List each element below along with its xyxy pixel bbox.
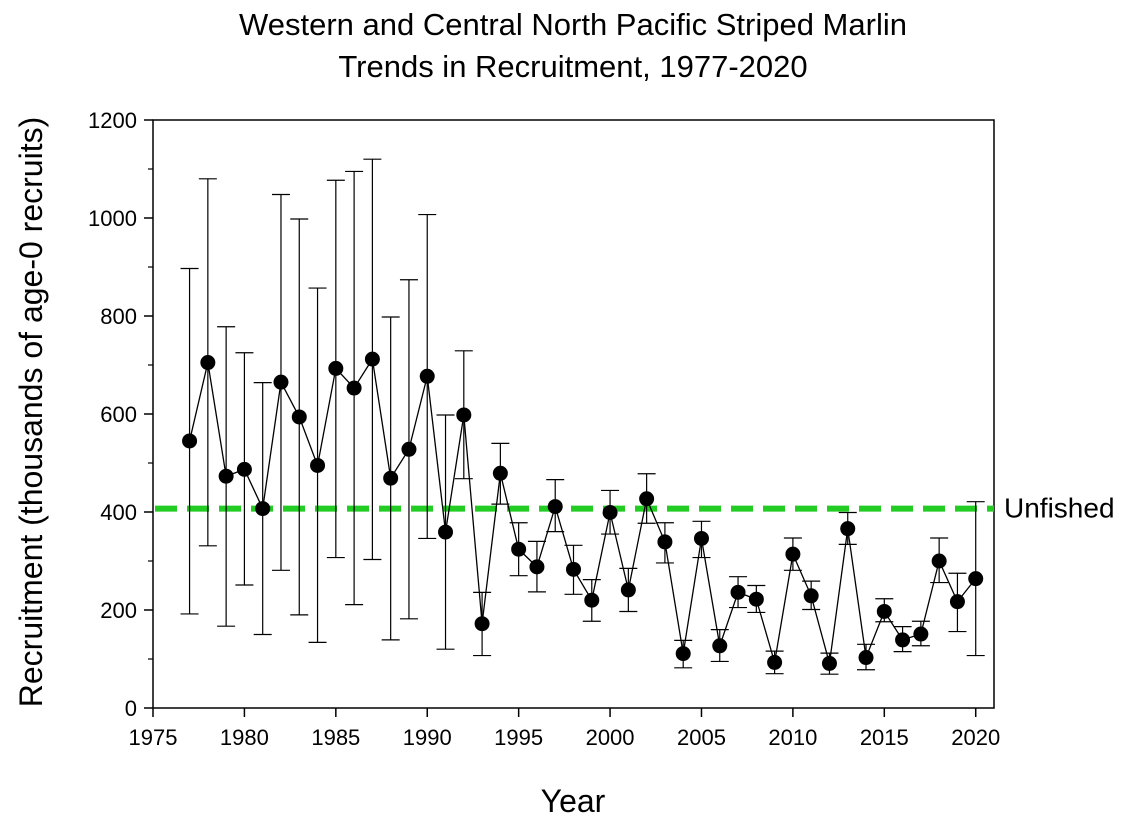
data-point <box>200 355 216 371</box>
data-point <box>657 534 673 550</box>
data-point <box>474 616 490 632</box>
data-point <box>858 650 874 666</box>
data-point <box>748 591 764 607</box>
x-tick-label: 1975 <box>129 725 178 750</box>
x-tick-label: 2005 <box>677 725 726 750</box>
data-point <box>419 368 435 384</box>
chart-title-line2: Trends in Recruitment, 1977-2020 <box>338 49 807 84</box>
x-axis-label: Year <box>541 783 606 817</box>
unfished-label: Unfished <box>1004 493 1115 524</box>
data-point <box>895 632 911 648</box>
y-tick-label: 400 <box>100 500 137 525</box>
data-point <box>693 530 709 546</box>
data-point <box>566 561 581 577</box>
x-tick-label: 1980 <box>220 725 269 750</box>
data-point <box>767 654 783 670</box>
data-point <box>236 461 252 477</box>
data-point <box>364 351 380 367</box>
x-tick-label: 1995 <box>494 725 543 750</box>
data-point <box>182 433 198 449</box>
data-point <box>968 571 984 587</box>
y-tick-label: 800 <box>100 304 137 329</box>
x-tick-label: 2000 <box>586 725 635 750</box>
x-tick-label: 2010 <box>768 725 817 750</box>
y-tick-label: 600 <box>100 402 137 427</box>
y-tick-label: 0 <box>125 696 137 721</box>
y-axis-ticks: 0 200 400 600 800 1000 1200 <box>88 108 153 721</box>
data-point <box>712 638 728 654</box>
data-point <box>438 524 454 540</box>
data-point <box>456 407 472 423</box>
data-point <box>876 603 892 619</box>
data-point <box>620 582 636 598</box>
data-point <box>547 499 563 515</box>
x-axis-ticks: 1975 1980 1985 1990 1995 2000 2005 2010 2015 2020 <box>129 708 1000 750</box>
recruitment-series-line <box>188 357 977 664</box>
x-tick-label: 1990 <box>403 725 452 750</box>
data-point <box>675 646 691 662</box>
plot-frame <box>152 119 995 709</box>
data-point <box>383 470 399 486</box>
x-tick-label: 1985 <box>311 725 360 750</box>
y-tick-label: 200 <box>100 598 137 623</box>
data-point <box>529 559 545 575</box>
data-point <box>803 588 819 604</box>
y-tick-label: 1200 <box>88 108 137 133</box>
data-point <box>291 409 307 425</box>
data-point <box>346 380 362 396</box>
data-point <box>310 457 326 473</box>
data-point <box>730 584 746 600</box>
data-points <box>182 351 984 671</box>
data-point <box>602 504 618 520</box>
data-point <box>255 501 271 517</box>
data-point <box>840 521 856 537</box>
data-point <box>328 360 344 376</box>
x-tick-label: 2020 <box>951 725 1000 750</box>
x-tick-label: 2015 <box>860 725 909 750</box>
data-point <box>931 553 947 569</box>
data-point <box>639 491 655 507</box>
data-point <box>492 465 508 481</box>
data-point <box>273 374 289 390</box>
data-point <box>218 468 234 484</box>
chart-title-line1: Western and Central North Pacific Stripe… <box>239 7 907 42</box>
y-tick-label: 1000 <box>88 206 137 231</box>
data-point <box>821 655 837 671</box>
data-point <box>401 441 417 457</box>
data-point <box>913 626 929 642</box>
data-point <box>785 546 801 562</box>
data-point <box>584 592 600 608</box>
data-point <box>949 594 965 610</box>
data-point <box>511 541 527 557</box>
y-axis-label: Recruitment (thousands of age-0 recruits… <box>13 117 49 707</box>
